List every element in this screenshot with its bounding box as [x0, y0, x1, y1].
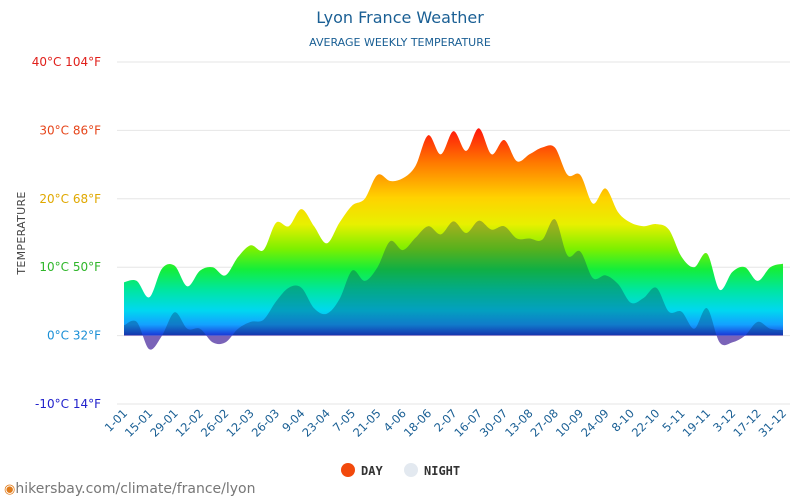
x-tick-label: 15-01	[122, 406, 156, 440]
x-tick-label: 27-08	[527, 406, 561, 440]
legend-label-night: NIGHT	[424, 464, 460, 478]
legend-item-night[interactable]: NIGHT	[404, 463, 460, 478]
x-tick-label: 10-09	[553, 406, 587, 440]
legend-item-day[interactable]: DAY	[341, 463, 383, 478]
x-tick-label: 16-07	[451, 406, 485, 440]
x-tick-label: 30-07	[477, 406, 511, 440]
y-axis-label: TEMPERATURE	[15, 191, 28, 275]
x-tick-label: 12-02	[173, 406, 207, 440]
x-tick-label: 29-01	[147, 406, 181, 440]
x-tick-label: 13-08	[502, 406, 536, 440]
series-areas	[124, 128, 783, 350]
y-tick-label: 0°C 32°F	[47, 329, 101, 343]
y-tick-label: 20°C 68°F	[39, 192, 101, 206]
x-tick-label: 21-05	[350, 406, 384, 440]
x-axis-ticks: 1-0115-0129-0112-0226-0212-0326-039-0423…	[102, 406, 789, 440]
chart-subtitle: AVERAGE WEEKLY TEMPERATURE	[309, 36, 491, 49]
y-tick-label: 10°C 50°F	[39, 260, 101, 274]
x-tick-label: 23-04	[299, 406, 333, 440]
x-tick-label: 31-12	[756, 406, 790, 440]
legend-swatch-day	[341, 463, 355, 477]
x-tick-label: 19-11	[680, 406, 714, 440]
y-tick-label: -10°C 14°F	[35, 397, 101, 411]
x-tick-label: 18-06	[401, 406, 435, 440]
legend-swatch-night	[404, 463, 418, 477]
chart-title: Lyon France Weather	[316, 8, 484, 27]
source-text: hikersbay.com/climate/france/lyon	[15, 481, 256, 497]
y-tick-label: 30°C 86°F	[39, 123, 101, 137]
x-tick-label: 24-09	[578, 406, 612, 440]
x-tick-label: 17-12	[730, 406, 764, 440]
legend: DAY NIGHT	[341, 463, 460, 478]
x-tick-label: 26-03	[249, 406, 283, 440]
source-link[interactable]: ◉hikersbay.com/climate/france/lyon	[4, 481, 256, 497]
location-pin-icon: ◉	[4, 482, 16, 497]
night-temperature-area	[124, 219, 783, 335]
day-temperature-area	[124, 128, 783, 336]
y-tick-label: 40°C 104°F	[32, 55, 101, 69]
legend-label-day: DAY	[361, 464, 383, 478]
night-below-zero-area	[124, 335, 783, 350]
y-axis-ticks: 40°C 104°F 30°C 86°F 20°C 68°F 10°C 50°F 0°C…	[32, 55, 101, 411]
x-tick-label: 22-10	[629, 406, 663, 440]
x-tick-label: 26-02	[198, 406, 232, 440]
x-tick-label: 12-03	[223, 406, 257, 440]
